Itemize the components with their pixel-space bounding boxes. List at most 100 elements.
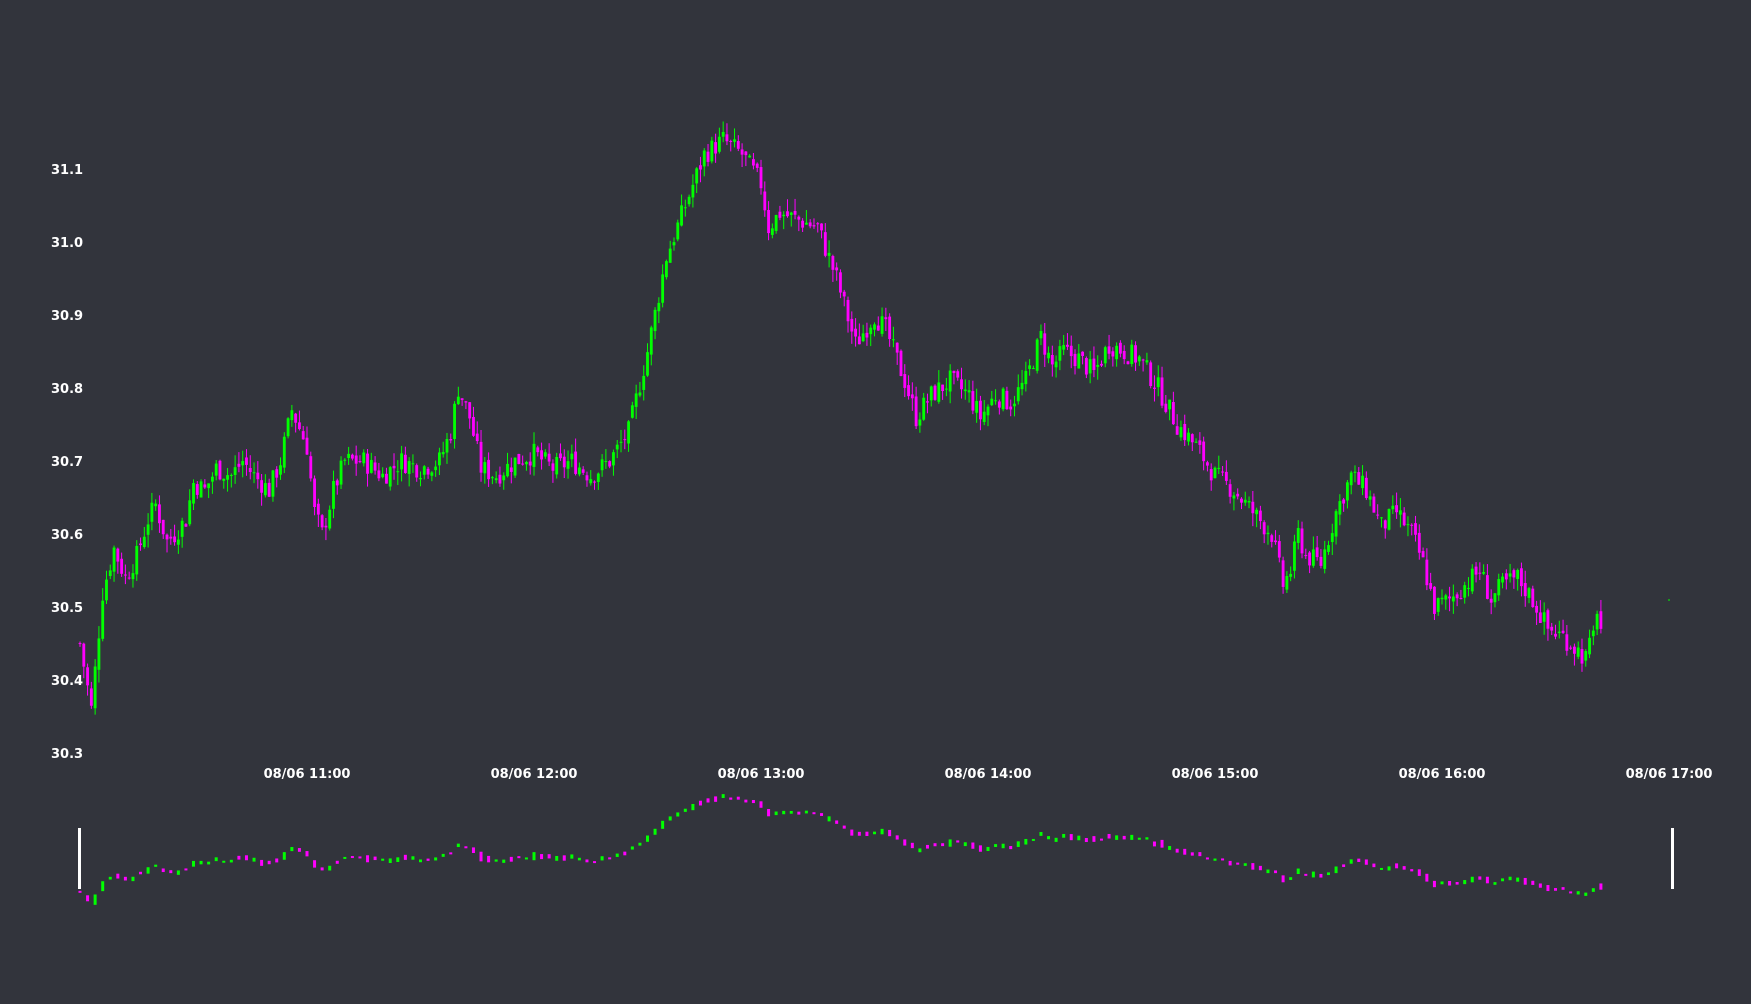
candle-body — [907, 385, 910, 397]
navigator-candle — [1554, 888, 1557, 891]
candle-body — [937, 382, 941, 402]
candle-body — [899, 350, 903, 377]
candle-body — [1141, 359, 1145, 361]
navigator-candle — [1448, 880, 1452, 886]
candle-body — [411, 463, 415, 465]
candle-body — [1398, 510, 1402, 515]
candle-body — [676, 222, 680, 240]
candle-body — [1092, 358, 1096, 371]
candle-body — [521, 463, 525, 465]
navigator-candle — [1387, 866, 1391, 871]
navigator-candle — [517, 856, 521, 859]
candle-body — [873, 324, 876, 330]
candle-body — [1289, 573, 1293, 577]
x-tick-label: 08/06 15:00 — [1172, 767, 1259, 782]
candle-body — [952, 370, 956, 374]
candle-body — [729, 140, 733, 142]
navigator-candle — [139, 871, 143, 875]
candle-body — [536, 447, 540, 453]
candle-body — [1311, 549, 1315, 566]
candle-body — [1349, 472, 1353, 486]
navigator-candle — [207, 861, 211, 865]
candle-body — [733, 139, 736, 142]
candle-body — [1361, 475, 1364, 489]
candle-body — [994, 400, 997, 402]
y-tick-label: 31.0 — [51, 236, 83, 251]
navigator-candle — [1327, 872, 1330, 876]
navigator-candle — [1425, 873, 1429, 882]
navigator-candle — [464, 846, 468, 849]
candle-body — [1345, 482, 1349, 501]
navigator-candle — [1054, 837, 1058, 842]
candle-body — [419, 478, 422, 480]
navigator-candle — [108, 876, 112, 880]
candle-body — [1395, 505, 1399, 513]
candle-body — [358, 461, 362, 463]
candle-body — [1028, 365, 1032, 369]
candle-body — [369, 459, 373, 473]
candle-body — [804, 222, 808, 225]
navigator-candle — [744, 799, 748, 803]
x-tick-label: 08/06 11:00 — [264, 767, 351, 782]
candle-body — [1039, 331, 1043, 339]
candle-body — [328, 509, 332, 529]
navigator-candle — [487, 855, 491, 863]
candle-body — [642, 375, 646, 390]
candle-body — [827, 252, 831, 256]
candle-body — [596, 473, 600, 483]
x-tick-label: 08/06 13:00 — [718, 767, 805, 782]
candle-body — [933, 385, 937, 400]
navigator-candle — [1100, 838, 1103, 841]
candle-body — [1073, 353, 1077, 367]
candle-body — [1595, 613, 1599, 630]
candle-body — [1293, 541, 1296, 571]
candle-body — [695, 168, 699, 184]
candle-body — [1410, 524, 1414, 526]
candle-body — [97, 638, 101, 670]
navigator-candle — [1501, 878, 1505, 882]
navigator-candle — [1591, 888, 1595, 892]
candle-body — [1187, 432, 1190, 442]
candle-body — [498, 474, 502, 484]
candle-body — [1470, 568, 1474, 592]
candle-body — [570, 453, 574, 460]
y-tick-label: 30.9 — [51, 309, 83, 324]
navigator-candle — [1417, 869, 1421, 876]
candle-body — [922, 397, 926, 420]
navigator-candle — [396, 857, 400, 862]
navigator-candle — [986, 846, 990, 852]
candle-body — [180, 520, 184, 537]
candle-body — [123, 574, 127, 576]
navigator-candle — [933, 843, 937, 847]
candle-body — [986, 406, 990, 416]
navigator-candle — [1334, 866, 1338, 874]
candle-body — [740, 149, 744, 155]
navigator-candle — [229, 859, 233, 863]
navigator-left-handle[interactable] — [78, 828, 81, 889]
navigator-candle — [350, 856, 354, 859]
candle-body — [1016, 387, 1020, 402]
candle-body — [1054, 361, 1058, 368]
candle-body — [479, 441, 483, 473]
candle-body — [449, 439, 453, 441]
candle-body — [1482, 572, 1486, 574]
navigator-right-handle[interactable] — [1671, 828, 1674, 889]
candle-body — [646, 352, 649, 376]
navigator-candle — [540, 854, 544, 860]
candle-body — [1584, 651, 1588, 661]
navigator-candle — [297, 848, 301, 852]
navigator-candle — [1009, 846, 1013, 850]
candle-body — [1308, 552, 1312, 566]
candle-body — [93, 666, 97, 709]
candle-body — [1111, 351, 1115, 357]
candle-body — [468, 402, 472, 419]
candle-body — [1323, 549, 1327, 569]
candle-body — [543, 452, 547, 457]
candle-body — [116, 548, 120, 562]
candle-body — [1001, 388, 1005, 410]
x-axis-ticks: 08/06 11:00 08/06 12:00 08/06 13:00 08/06 1… — [264, 767, 1713, 782]
navigator-candle — [547, 854, 551, 859]
candle-body — [1300, 528, 1304, 554]
candle-body — [1137, 356, 1141, 362]
candle-body — [1043, 333, 1047, 355]
